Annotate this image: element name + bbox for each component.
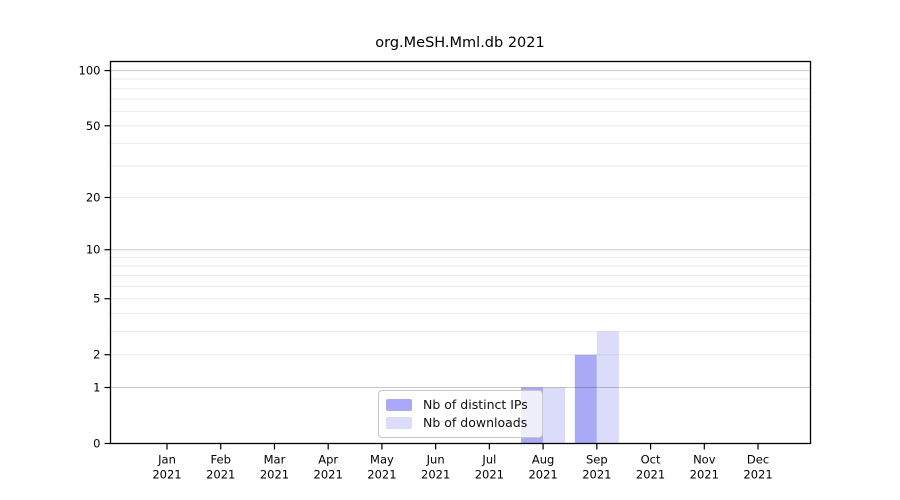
- x-tick-label-year: 2021: [475, 468, 504, 482]
- x-tick-label-year: 2021: [367, 468, 396, 482]
- legend-item: Nb of distinct IPs: [386, 396, 535, 412]
- legend-item: Nb of downloads: [386, 414, 535, 430]
- x-tick-label-month: Jan: [157, 453, 176, 467]
- y-tick-label: 100: [79, 64, 101, 78]
- x-tick-label-month: Jul: [481, 453, 496, 467]
- x-tick-label-year: 2021: [421, 468, 450, 482]
- legend-swatch-distinct-ips: [386, 398, 412, 411]
- x-tick-label-year: 2021: [206, 468, 235, 482]
- legend-label: Nb of downloads: [423, 414, 528, 430]
- x-tick-label-month: Feb: [211, 453, 231, 467]
- x-tick-label-year: 2021: [260, 468, 289, 482]
- x-tick-label-year: 2021: [636, 468, 665, 482]
- x-tick-label-month: Mar: [264, 453, 286, 467]
- x-tick-label-month: Sep: [586, 453, 608, 467]
- x-tick-label-month: Jun: [426, 453, 445, 467]
- bar-distinct-ips: [574, 354, 597, 444]
- x-tick-label-year: 2021: [690, 468, 719, 482]
- plot-frame: [109, 60, 812, 445]
- legend: Nb of distinct IPs Nb of downloads: [378, 390, 543, 438]
- y-tick-label: 0: [93, 437, 100, 451]
- x-tick-label-month: Apr: [318, 453, 338, 467]
- x-tick-label-month: Aug: [532, 453, 554, 467]
- y-tick-label: 10: [86, 243, 101, 257]
- y-tick-label: 50: [86, 119, 101, 133]
- y-tick-label: 20: [86, 190, 101, 204]
- x-tick-label-month: Oct: [641, 453, 661, 467]
- bar-downloads: [543, 387, 566, 444]
- x-tick-label-year: 2021: [314, 468, 343, 482]
- bar-downloads: [596, 331, 619, 444]
- x-tick-label-year: 2021: [152, 468, 181, 482]
- y-tick-label: 5: [93, 292, 100, 306]
- chart-title: org.MeSH.Mml.db 2021: [375, 35, 545, 51]
- x-tick-label-year: 2021: [743, 468, 772, 482]
- x-tick-label-month: May: [370, 453, 394, 467]
- legend-label: Nb of distinct IPs: [423, 396, 528, 412]
- x-tick-label-year: 2021: [528, 468, 557, 482]
- x-tick-label-month: Nov: [693, 453, 716, 467]
- x-tick-label-year: 2021: [582, 468, 611, 482]
- y-tick-label: 2: [93, 348, 100, 362]
- legend-swatch-downloads: [386, 417, 412, 430]
- x-tick-label-month: Dec: [747, 453, 769, 467]
- y-tick-label: 1: [93, 380, 100, 394]
